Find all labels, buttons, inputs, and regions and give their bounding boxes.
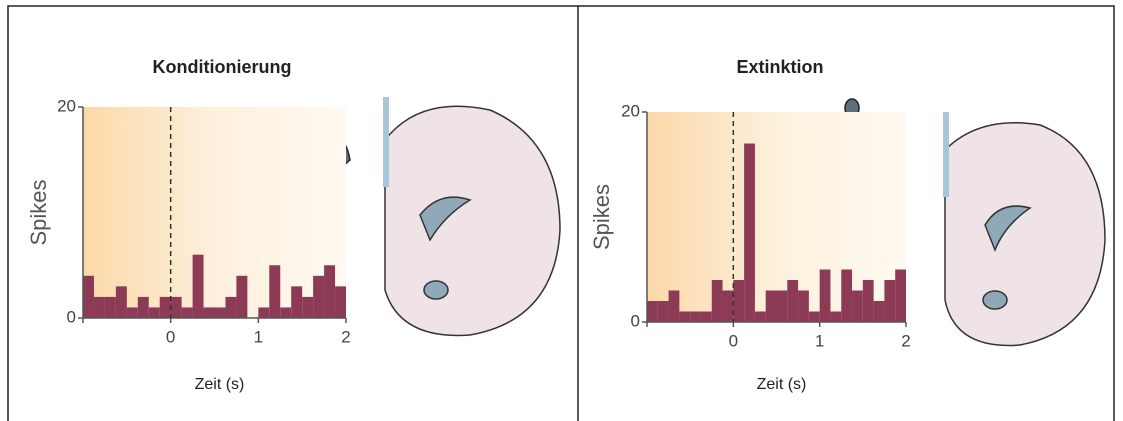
bar: [723, 291, 734, 323]
y-axis-label: Spikes: [26, 179, 51, 245]
bar: [258, 307, 269, 318]
x-tick-label: 1: [815, 331, 824, 350]
bar: [874, 301, 885, 322]
x-tick-label: 0: [729, 331, 738, 350]
bar: [809, 312, 820, 323]
bar: [690, 312, 701, 323]
bar: [733, 280, 744, 322]
bar: [841, 270, 852, 323]
chart-title: Konditionierung: [153, 57, 292, 77]
bar: [313, 276, 324, 318]
bar: [852, 291, 863, 323]
bar: [127, 307, 138, 318]
bar: [798, 291, 809, 323]
bar: [820, 270, 831, 323]
panel: Extinktion Zeit (s) Spikes 0 20 0 1 2: [589, 57, 911, 393]
x-tick-label: 2: [341, 327, 350, 346]
bar: [291, 286, 302, 318]
y-tick-label: 0: [67, 307, 76, 326]
bar: [324, 265, 335, 318]
bar: [302, 297, 313, 318]
bar: [830, 312, 841, 323]
bar: [884, 280, 895, 322]
x-tick-label: 1: [254, 327, 263, 346]
bar: [236, 276, 247, 318]
bar: [225, 297, 236, 318]
bar: [679, 312, 690, 323]
bar: [138, 297, 149, 318]
bar: [335, 286, 346, 318]
bar: [215, 307, 226, 318]
panel: Konditionierung Zeit (s) Spikes 0 20 0 1 2: [26, 57, 351, 393]
figure: KonditionierungZeit (s)Spikes020012Extin…: [0, 0, 1123, 421]
bar: [149, 307, 160, 318]
x-tick-label: 0: [166, 327, 175, 346]
bar: [744, 144, 755, 323]
bar: [658, 301, 669, 322]
bar: [787, 280, 798, 322]
bar: [182, 307, 193, 318]
bar: [755, 312, 766, 323]
bar: [669, 291, 680, 323]
bar: [94, 297, 105, 318]
y-tick-label: 0: [631, 311, 640, 330]
y-tick-label: 20: [57, 96, 76, 115]
bar: [83, 276, 94, 318]
bar: [777, 291, 788, 323]
bar: [204, 307, 215, 318]
bar: [105, 297, 116, 318]
x-axis-label: Zeit (s): [195, 376, 245, 393]
bar: [647, 301, 658, 322]
bar: [171, 297, 182, 318]
y-axis-label: Spikes: [589, 184, 614, 250]
bar: [895, 270, 906, 323]
bar: [116, 286, 127, 318]
bar: [193, 255, 204, 318]
x-axis-label: Zeit (s): [757, 376, 807, 393]
y-tick-label: 20: [621, 101, 640, 120]
x-tick-label: 2: [901, 331, 910, 350]
bar: [701, 312, 712, 323]
chart-title: Extinktion: [736, 57, 823, 77]
bar: [766, 291, 777, 323]
bar: [269, 265, 280, 318]
bar: [160, 297, 171, 318]
bar: [712, 280, 723, 322]
bar: [863, 280, 874, 322]
bar: [280, 307, 291, 318]
